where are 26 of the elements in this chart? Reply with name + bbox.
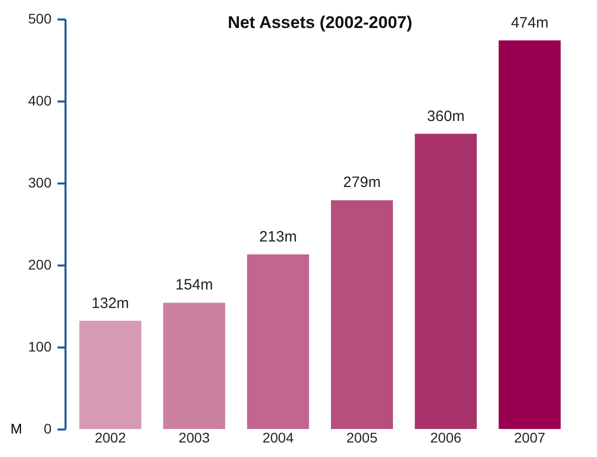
x-tick-label: 2007 — [514, 430, 546, 446]
bar — [330, 200, 393, 429]
y-tick-label: 500 — [28, 10, 52, 26]
data-label: 279m — [343, 174, 381, 192]
bar — [163, 302, 226, 429]
data-label: 360m — [427, 108, 465, 125]
y-tick-label: 300 — [28, 174, 52, 190]
x-tick-label: 2003 — [178, 430, 210, 446]
data-label: 154m — [175, 276, 213, 294]
x-tick-label: 2002 — [94, 430, 126, 446]
data-label: 213m — [259, 228, 297, 246]
x-tick-label: 2006 — [430, 430, 462, 446]
y-axis-title: M — [10, 420, 22, 436]
data-label: 132m — [92, 294, 130, 312]
chart-title: Net Assets (2002-2007) — [228, 13, 412, 32]
data-label: 474m — [510, 14, 548, 32]
x-tick-label: 2004 — [262, 430, 294, 446]
bar — [247, 254, 310, 429]
y-tick-label: 0 — [44, 420, 52, 436]
bar — [79, 320, 142, 429]
y-tick-label: 100 — [28, 338, 52, 354]
x-tick-label: 2005 — [346, 430, 378, 446]
bar — [414, 134, 477, 429]
y-tick-label: 200 — [28, 256, 52, 272]
y-tick-label: 400 — [28, 92, 52, 108]
bar — [498, 40, 561, 429]
